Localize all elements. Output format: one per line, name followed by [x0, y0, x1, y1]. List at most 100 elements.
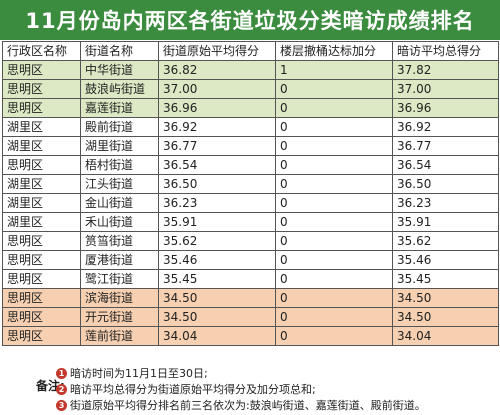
cell-bonus: 0 [275, 288, 393, 308]
note-item: 2 暗访平均总得分为街道原始平均得分及加分项总和; [56, 381, 316, 397]
cell-bonus: 0 [275, 79, 393, 99]
cell-total-score: 34.04 [392, 326, 499, 346]
cell-raw-score: 35.91 [158, 212, 276, 232]
cell-total-score: 35.45 [392, 269, 499, 289]
note-text: 街道原始平均得分排名前三名依次为:鼓浪屿街道、嘉莲街道、殿前街道。 [70, 399, 426, 412]
cell-district: 思明区 [2, 98, 81, 118]
table-row: 思明区 莲前街道 34.04 0 34.04 [2, 326, 499, 346]
cell-street: 滨海街道 [80, 288, 159, 308]
table-row: 思明区 鹭江街道 35.45 0 35.45 [2, 269, 499, 289]
cell-bonus: 0 [275, 117, 393, 137]
table-row: 思明区 梧村街道 36.54 0 36.54 [2, 155, 499, 175]
cell-bonus: 0 [275, 307, 393, 327]
cell-district: 湖里区 [2, 193, 81, 213]
table-row: 湖里区 禾山街道 35.91 0 35.91 [2, 212, 499, 232]
cell-bonus: 0 [275, 155, 393, 175]
cell-street: 殿前街道 [80, 117, 159, 137]
note-text: 暗访时间为11月1日至30日; [70, 367, 208, 380]
cell-street: 厦港街道 [80, 250, 159, 270]
cell-street: 开元街道 [80, 307, 159, 327]
cell-bonus: 0 [275, 174, 393, 194]
cell-district: 湖里区 [2, 117, 81, 137]
note-item: 3 街道原始平均得分排名前三名依次为:鼓浪屿街道、嘉莲街道、殿前街道。 [56, 397, 426, 413]
table-row: 思明区 筼筜街道 35.62 0 35.62 [2, 231, 499, 251]
cell-bonus: 1 [275, 60, 393, 80]
table-row: 思明区 嘉莲街道 36.96 0 36.96 [2, 98, 499, 118]
cell-bonus: 0 [275, 212, 393, 232]
notes-section: 备注: 1 暗访时间为11月1日至30日; 2 暗访平均总得分为街道原始平均得分… [0, 359, 500, 415]
cell-raw-score: 36.54 [158, 155, 276, 175]
cell-total-score: 37.00 [392, 79, 499, 99]
note-number-badge: 3 [56, 399, 67, 411]
table-body: 思明区 中华街道 36.82 1 37.82 思明区 鼓浪屿街道 37.00 0 37.00 思明区… [2, 60, 499, 346]
cell-district: 思明区 [2, 231, 81, 251]
header-district: 行政区名称 [2, 41, 81, 61]
table-row: 湖里区 殿前街道 36.92 0 36.92 [2, 117, 499, 137]
cell-district: 思明区 [2, 307, 81, 327]
cell-street: 嘉莲街道 [80, 98, 159, 118]
cell-raw-score: 36.50 [158, 174, 276, 194]
cell-raw-score: 36.82 [158, 60, 276, 80]
cell-raw-score: 36.77 [158, 136, 276, 156]
cell-district: 思明区 [2, 79, 81, 99]
cell-raw-score: 35.45 [158, 269, 276, 289]
cell-total-score: 37.82 [392, 60, 499, 80]
cell-district: 思明区 [2, 269, 81, 289]
note-text: 暗访平均总得分为街道原始平均得分及加分项总和; [70, 383, 316, 396]
cell-street: 禾山街道 [80, 212, 159, 232]
cell-street: 金山街道 [80, 193, 159, 213]
cell-district: 湖里区 [2, 174, 81, 194]
note-number-badge: 1 [56, 367, 67, 379]
header-bonus: 楼层撤桶达标加分 [275, 41, 393, 61]
cell-raw-score: 34.50 [158, 288, 276, 308]
cell-district: 思明区 [2, 250, 81, 270]
table-header-row: 行政区名称 街道名称 街道原始平均得分 楼层撤桶达标加分 暗访平均总得分 [2, 41, 499, 61]
cell-bonus: 0 [275, 231, 393, 251]
cell-total-score: 36.50 [392, 174, 499, 194]
cell-raw-score: 35.62 [158, 231, 276, 251]
cell-bonus: 0 [275, 136, 393, 156]
cell-total-score: 34.50 [392, 307, 499, 327]
table-row: 湖里区 金山街道 36.23 0 36.23 [2, 193, 499, 213]
cell-district: 思明区 [2, 326, 81, 346]
cell-raw-score: 37.00 [158, 79, 276, 99]
table-row: 思明区 鼓浪屿街道 37.00 0 37.00 [2, 79, 499, 99]
cell-bonus: 0 [275, 98, 393, 118]
table-row: 湖里区 江头街道 36.50 0 36.50 [2, 174, 499, 194]
cell-total-score: 36.54 [392, 155, 499, 175]
cell-district: 思明区 [2, 155, 81, 175]
table-row: 思明区 开元街道 34.50 0 34.50 [2, 307, 499, 327]
cell-raw-score: 36.23 [158, 193, 276, 213]
header-street: 街道名称 [80, 41, 159, 61]
cell-street: 鹭江街道 [80, 269, 159, 289]
cell-bonus: 0 [275, 250, 393, 270]
cell-raw-score: 35.46 [158, 250, 276, 270]
cell-bonus: 0 [275, 193, 393, 213]
ranking-table: 行政区名称 街道名称 街道原始平均得分 楼层撤桶达标加分 暗访平均总得分 思明区… [2, 41, 499, 346]
page-title: 11月份岛内两区各街道垃圾分类暗访成绩排名 [0, 0, 500, 40]
note-number-badge: 2 [56, 383, 67, 395]
cell-street: 湖里街道 [80, 136, 159, 156]
cell-total-score: 36.23 [392, 193, 499, 213]
header-total-score: 暗访平均总得分 [392, 41, 499, 61]
cell-street: 筼筜街道 [80, 231, 159, 251]
header-raw-score: 街道原始平均得分 [158, 41, 276, 61]
cell-raw-score: 36.96 [158, 98, 276, 118]
cell-total-score: 34.50 [392, 288, 499, 308]
cell-street: 鼓浪屿街道 [80, 79, 159, 99]
cell-street: 中华街道 [80, 60, 159, 80]
table-row: 湖里区 湖里街道 36.77 0 36.77 [2, 136, 499, 156]
table-row: 思明区 滨海街道 34.50 0 34.50 [2, 288, 499, 308]
cell-total-score: 36.96 [392, 98, 499, 118]
cell-raw-score: 34.04 [158, 326, 276, 346]
cell-total-score: 35.91 [392, 212, 499, 232]
table-row: 思明区 中华街道 36.82 1 37.82 [2, 60, 499, 80]
cell-district: 湖里区 [2, 212, 81, 232]
cell-street: 江头街道 [80, 174, 159, 194]
cell-total-score: 35.46 [392, 250, 499, 270]
cell-total-score: 36.92 [392, 117, 499, 137]
cell-district: 思明区 [2, 288, 81, 308]
cell-total-score: 36.77 [392, 136, 499, 156]
cell-bonus: 0 [275, 326, 393, 346]
cell-district: 湖里区 [2, 136, 81, 156]
